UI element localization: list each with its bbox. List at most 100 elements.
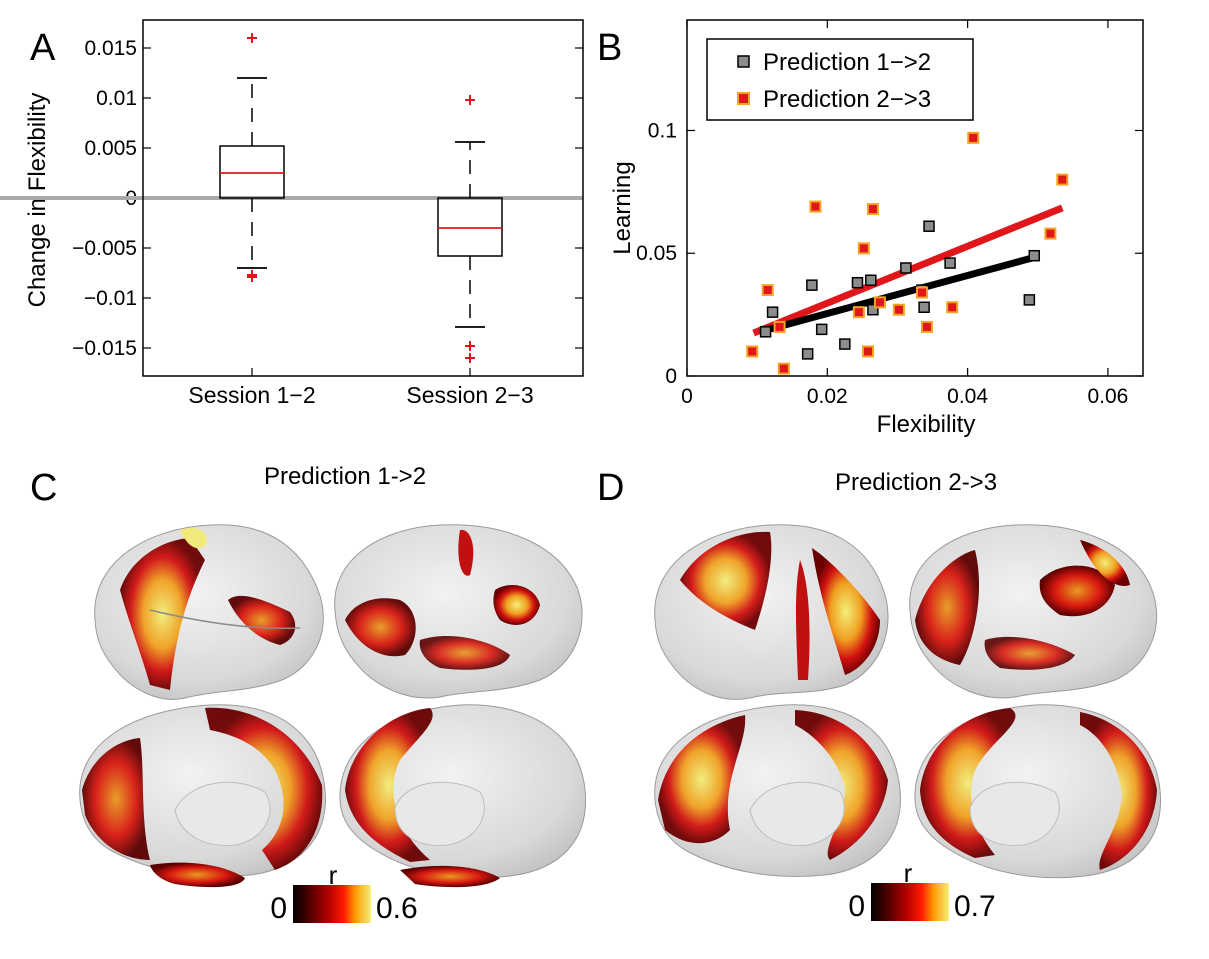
- y-tick-label: −0.01: [84, 287, 137, 310]
- scatter-point-series-2: [967, 131, 980, 144]
- x-tick-label: 0.06: [1087, 385, 1128, 408]
- y-tick-label: −0.005: [72, 237, 137, 260]
- scatter-point-series-1: [1028, 249, 1041, 262]
- brain-d-lateral-right: [909, 524, 1158, 699]
- brain-c-lateral-right: [334, 524, 583, 699]
- scatter-point-series-1: [944, 257, 956, 269]
- brain-c-medial-left: [79, 704, 326, 888]
- panel-b-axes-frame: [686, 19, 1144, 377]
- scatter-point-series-2: [809, 200, 822, 213]
- outlier-marker: [465, 95, 475, 105]
- colorbar-d: r 0 0.7: [848, 858, 995, 923]
- scatter-point-series-2: [920, 320, 933, 333]
- panel-b-legend: Prediction 1−>2 Prediction 2−>3: [706, 38, 974, 121]
- panel-b: B Learning Flexibility 0 0.05 0.1 0 0.02 0.0…: [597, 19, 1144, 438]
- legend-box: [706, 38, 974, 121]
- panel-c: C Prediction 1->2: [30, 463, 587, 925]
- outlier-marker: [247, 33, 257, 43]
- panel-b-x-ticks: 0 0.02 0.04 0.06: [681, 20, 1128, 408]
- scatter-point-series-1: [918, 301, 930, 314]
- brain-c-lateral-left: [94, 524, 324, 700]
- panel-a-boxes: [219, 33, 503, 363]
- scatter-point-series-2: [946, 301, 959, 314]
- panel-d-title: Prediction 2->3: [835, 469, 997, 496]
- scatter-point-series-2: [761, 284, 774, 297]
- scatter-point-series-2: [746, 345, 759, 358]
- scatter-point-series-2: [777, 362, 790, 375]
- panel-a-x-ticks: Session 1−2 Session 2−3: [188, 368, 534, 408]
- colorbar-c-label: r: [329, 860, 338, 890]
- panel-a-letter: A: [30, 27, 56, 69]
- scatter-point-series-2: [857, 242, 870, 255]
- box-iqr: [437, 197, 503, 257]
- scatter-point-series-1: [851, 276, 864, 289]
- box: [437, 95, 503, 363]
- scatter-point-series-1: [801, 348, 814, 360]
- scatter-point-series-1: [759, 326, 772, 338]
- scatter-point-series-1: [900, 262, 912, 274]
- panel-d-letter: D: [597, 467, 624, 509]
- y-tick-label: 0.05: [636, 242, 677, 265]
- box: [219, 33, 285, 282]
- scatter-point-series-2: [852, 306, 865, 319]
- panel-b-y-ticks: 0 0.05 0.1: [636, 119, 1143, 388]
- legend-label-2: Prediction 2−>3: [763, 86, 931, 113]
- scatter-point-series-1: [806, 279, 818, 291]
- scatter-point-series-2: [1044, 227, 1057, 240]
- colorbar-c-min: 0: [270, 892, 287, 925]
- scatter-point-series-1: [923, 220, 935, 232]
- panel-b-letter: B: [597, 27, 622, 69]
- colorbar-c: r 0 0.6: [270, 860, 417, 925]
- x-tick-label: Session 1−2: [188, 382, 315, 408]
- colorbar-d-min: 0: [848, 890, 865, 923]
- outlier-marker: [465, 341, 475, 351]
- scatter-point-series-2: [892, 303, 905, 316]
- colorbar-c-gradient: [293, 885, 371, 923]
- outlier-marker: [465, 353, 475, 363]
- panel-d: D Prediction 2->3: [597, 467, 1162, 923]
- x-tick-label: Session 2−3: [406, 382, 533, 408]
- fit-line-series-1: [763, 254, 1036, 334]
- x-tick-label: 0.04: [947, 385, 988, 408]
- x-tick-label: 0: [681, 385, 693, 408]
- colorbar-d-max: 0.7: [954, 890, 996, 923]
- scatter-point-series-2: [916, 286, 929, 299]
- y-tick-label: 0.1: [648, 119, 677, 142]
- scatter-point-series-1: [815, 323, 828, 336]
- scatter-point-series-1: [839, 338, 851, 350]
- scatter-point-series-2: [873, 296, 886, 309]
- colorbar-d-label: r: [904, 858, 913, 888]
- y-tick-label: 0.015: [84, 37, 137, 60]
- scatter-point-series-1: [865, 274, 877, 286]
- panel-c-title: Prediction 1->2: [264, 463, 426, 490]
- brain-d-medial-left: [654, 704, 901, 877]
- panel-b-xlabel: Flexibility: [877, 411, 976, 438]
- box-iqr: [219, 145, 285, 199]
- brain-d-lateral-left: [654, 524, 889, 700]
- scatter-point-series-1: [867, 303, 879, 316]
- y-tick-label: −0.015: [72, 337, 137, 360]
- panel-b-points: [746, 131, 1069, 375]
- scatter-point-series-2: [861, 345, 874, 358]
- colorbar-d-gradient: [871, 883, 949, 921]
- scatter-point-series-2: [773, 320, 786, 333]
- panel-c-letter: C: [30, 467, 57, 509]
- y-tick-label: 0.01: [96, 87, 137, 110]
- brain-c-medial-right: [339, 704, 587, 888]
- legend-label-1: Prediction 1−>2: [763, 49, 931, 76]
- panel-b-ylabel: Learning: [609, 161, 636, 254]
- scatter-point-series-1: [766, 306, 779, 318]
- panel-a: A Change in Flexibility 0.0150.010.0050−…: [0, 19, 584, 408]
- colorbar-c-max: 0.6: [376, 892, 418, 925]
- x-tick-label: 0.02: [807, 385, 848, 408]
- legend-marker-1: [737, 55, 750, 68]
- panel-a-axes-frame: [142, 19, 584, 377]
- outlier-marker: [247, 272, 257, 282]
- y-tick-label: 0.005: [84, 137, 137, 160]
- legend-marker-2: [737, 92, 750, 105]
- scatter-point-series-1: [1023, 294, 1036, 306]
- scatter-point-series-2: [866, 203, 879, 216]
- scatter-point-series-2: [1056, 173, 1069, 186]
